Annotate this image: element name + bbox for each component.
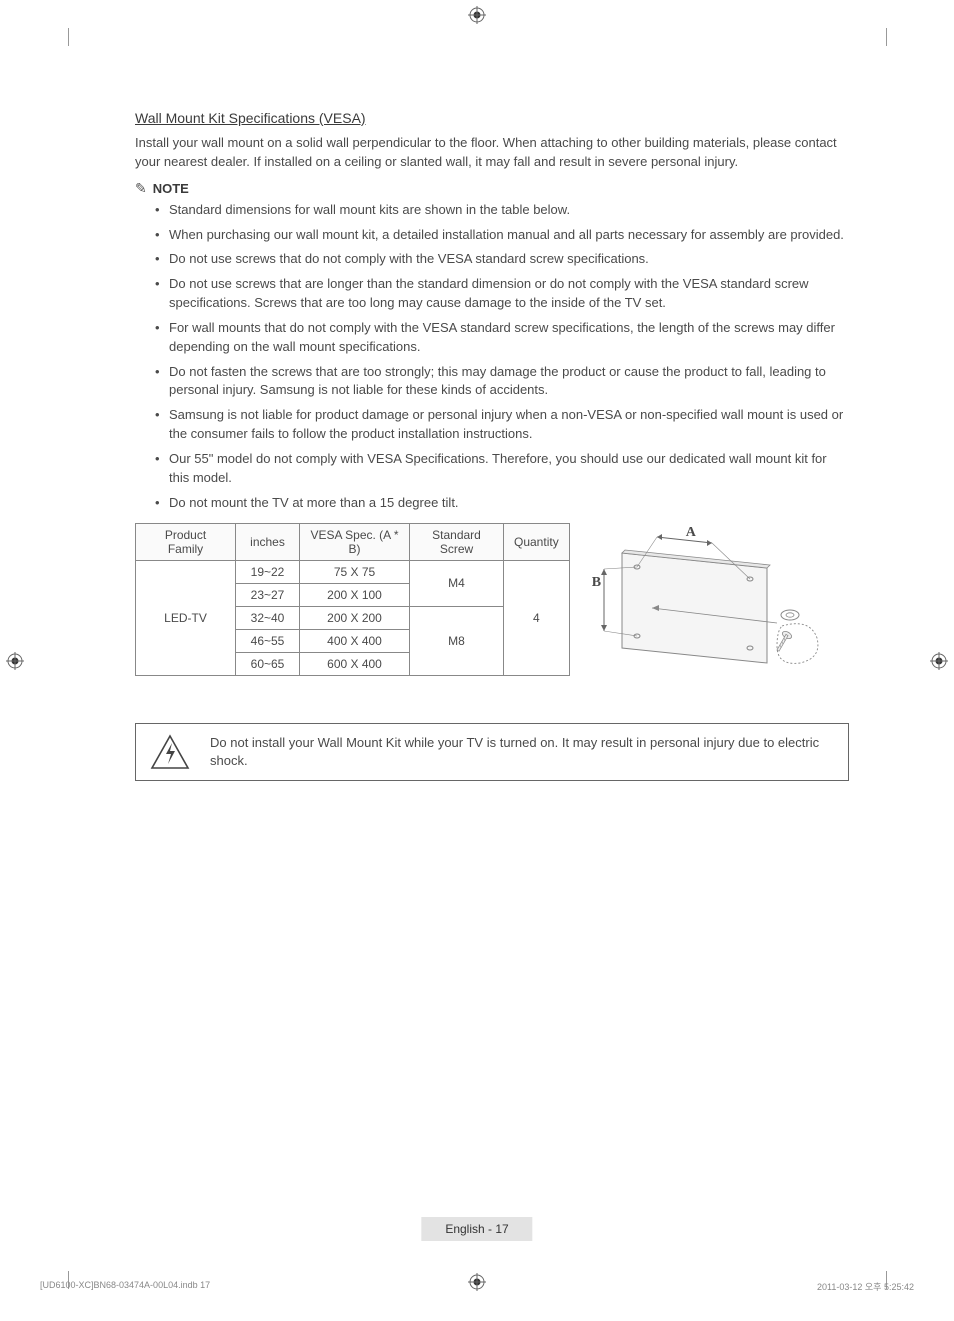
- note-bullet-list: Standard dimensions for wall mount kits …: [135, 201, 849, 513]
- cell-screw-m8: M8: [410, 606, 504, 675]
- cell-product-family: LED-TV: [136, 560, 236, 675]
- th-screw: Standard Screw: [410, 523, 504, 560]
- bullet-item: For wall mounts that do not comply with …: [155, 319, 849, 357]
- doc-footer-right: 2011-03-12 오후 5:25:42: [817, 1280, 914, 1293]
- bracket-svg: [582, 523, 827, 683]
- bullet-item: When purchasing our wall mount kit, a de…: [155, 226, 849, 245]
- cell-screw-m4: M4: [410, 560, 504, 606]
- cell-inches: 60~65: [236, 652, 300, 675]
- print-metadata-footer: [UD6100-XC]BN68-03474A-00L04.indb 17 201…: [0, 1280, 954, 1293]
- vesa-spec-table: Product Family inches VESA Spec. (A * B)…: [135, 523, 570, 676]
- cell-inches: 32~40: [236, 606, 300, 629]
- cell-inches: 46~55: [236, 629, 300, 652]
- shock-warning-icon: [150, 734, 190, 770]
- bullet-item: Do not mount the TV at more than a 15 de…: [155, 494, 849, 513]
- cell-inches: 23~27: [236, 583, 300, 606]
- cell-qty: 4: [504, 560, 570, 675]
- bullet-item: Samsung is not liable for product damage…: [155, 406, 849, 444]
- note-label: NOTE: [153, 181, 189, 196]
- warning-box: Do not install your Wall Mount Kit while…: [135, 723, 849, 781]
- note-icon: ✎: [135, 180, 147, 197]
- bullet-item: Do not use screws that do not comply wit…: [155, 250, 849, 269]
- cell-inches: 19~22: [236, 560, 300, 583]
- cell-vesa: 400 X 400: [300, 629, 410, 652]
- bullet-item: Do not fasten the screws that are too st…: [155, 363, 849, 401]
- page-number-footer: English - 17: [421, 1217, 532, 1241]
- bracket-diagram: A B: [582, 523, 827, 683]
- section-heading: Wall Mount Kit Specifications (VESA): [135, 110, 849, 126]
- th-inches: inches: [236, 523, 300, 560]
- doc-footer-left: [UD6100-XC]BN68-03474A-00L04.indb 17: [40, 1280, 210, 1293]
- intro-paragraph: Install your wall mount on a solid wall …: [135, 134, 849, 172]
- cell-vesa: 200 X 100: [300, 583, 410, 606]
- bullet-item: Our 55" model do not comply with VESA Sp…: [155, 450, 849, 488]
- warning-text: Do not install your Wall Mount Kit while…: [210, 734, 834, 770]
- cell-vesa: 200 X 200: [300, 606, 410, 629]
- bullet-item: Standard dimensions for wall mount kits …: [155, 201, 849, 220]
- th-product-family: Product Family: [136, 523, 236, 560]
- cell-vesa: 75 X 75: [300, 560, 410, 583]
- th-vesa: VESA Spec. (A * B): [300, 523, 410, 560]
- th-qty: Quantity: [504, 523, 570, 560]
- cell-vesa: 600 X 400: [300, 652, 410, 675]
- bullet-item: Do not use screws that are longer than t…: [155, 275, 849, 313]
